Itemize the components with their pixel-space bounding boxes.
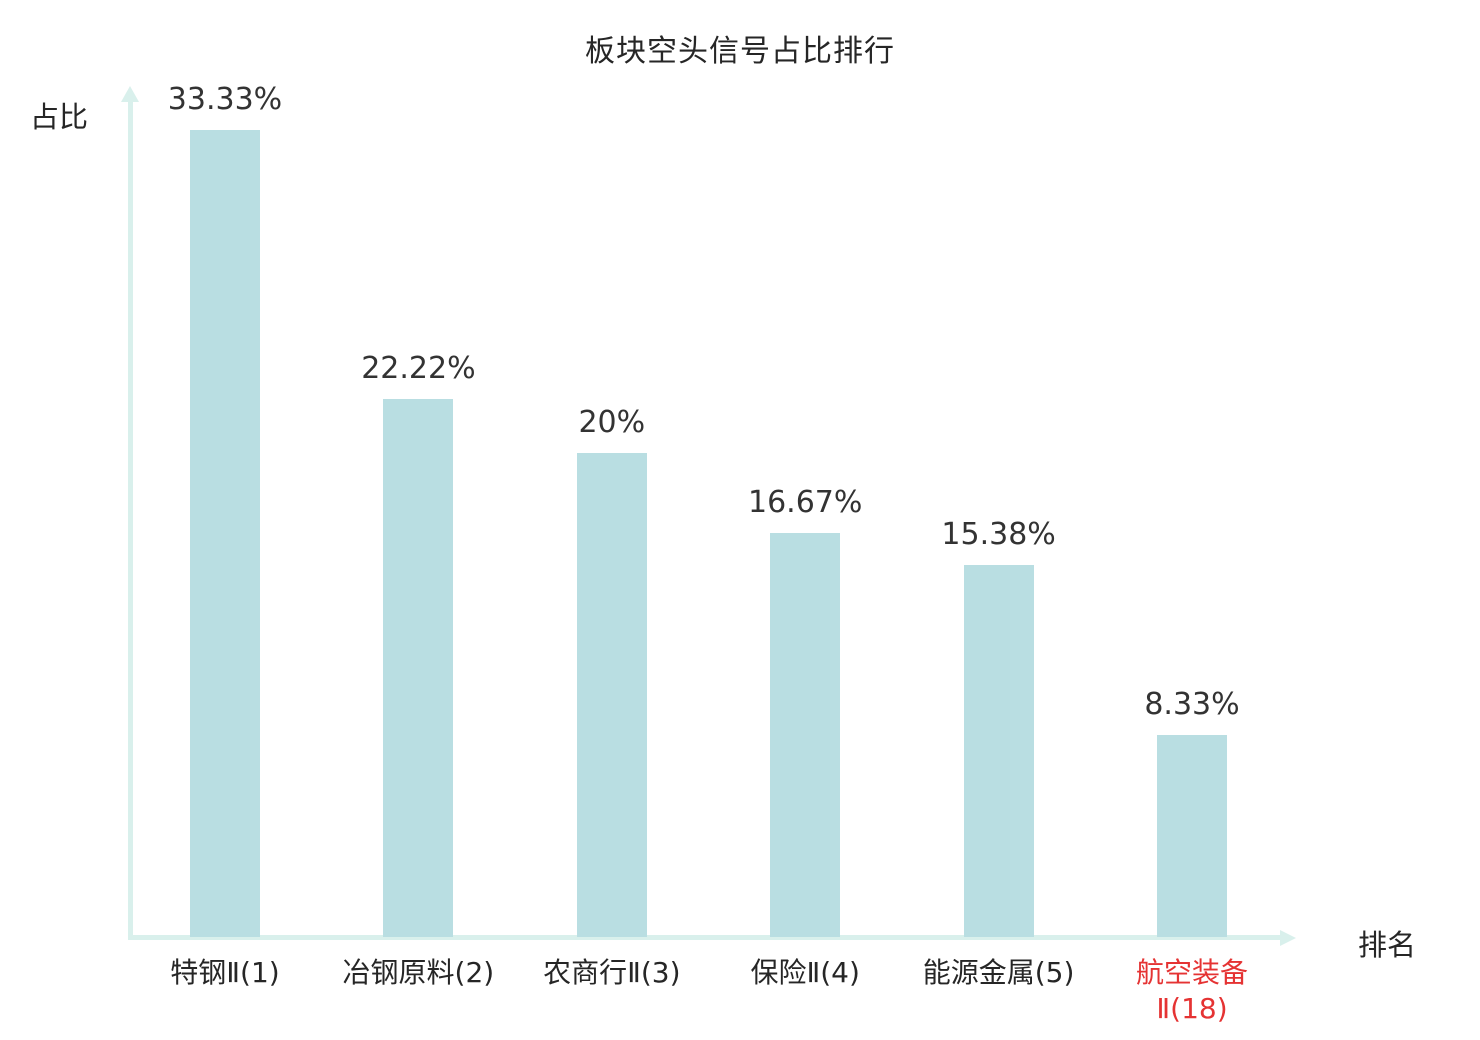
bar <box>190 130 260 937</box>
bar <box>770 533 841 937</box>
x-axis-arrow-icon <box>1280 930 1296 946</box>
bar-category-label: 能源金属(5) <box>922 956 1075 989</box>
bar <box>576 453 647 937</box>
bar <box>383 399 454 937</box>
bar-category-label: 特钢Ⅱ(1) <box>170 956 280 989</box>
y-axis <box>128 100 133 940</box>
bar-value-label: 8.33% <box>1144 687 1240 722</box>
bar-value-label: 20% <box>578 405 646 440</box>
bar-category-label: 冶钢原料(2) <box>342 956 495 989</box>
bar-category-label: 航空装备 Ⅱ(18) <box>1135 956 1248 1026</box>
bar-value-label: 15.38% <box>941 517 1056 552</box>
bar <box>1157 735 1227 937</box>
bar-category-label: 保险Ⅱ(4) <box>750 956 860 989</box>
y-axis-label: 占比 <box>30 100 89 134</box>
chart-title: 板块空头信号占比排行 <box>585 34 895 69</box>
bar-value-label: 22.22% <box>361 351 476 386</box>
y-axis-arrow-icon <box>121 86 139 102</box>
bar <box>963 565 1034 937</box>
bar-category-label: 农商行Ⅱ(3) <box>543 956 681 989</box>
bar-value-label: 16.67% <box>747 485 863 520</box>
x-axis <box>128 935 1283 940</box>
x-axis-label: 排名 <box>1358 928 1417 962</box>
bar-value-label: 33.33% <box>167 82 283 117</box>
